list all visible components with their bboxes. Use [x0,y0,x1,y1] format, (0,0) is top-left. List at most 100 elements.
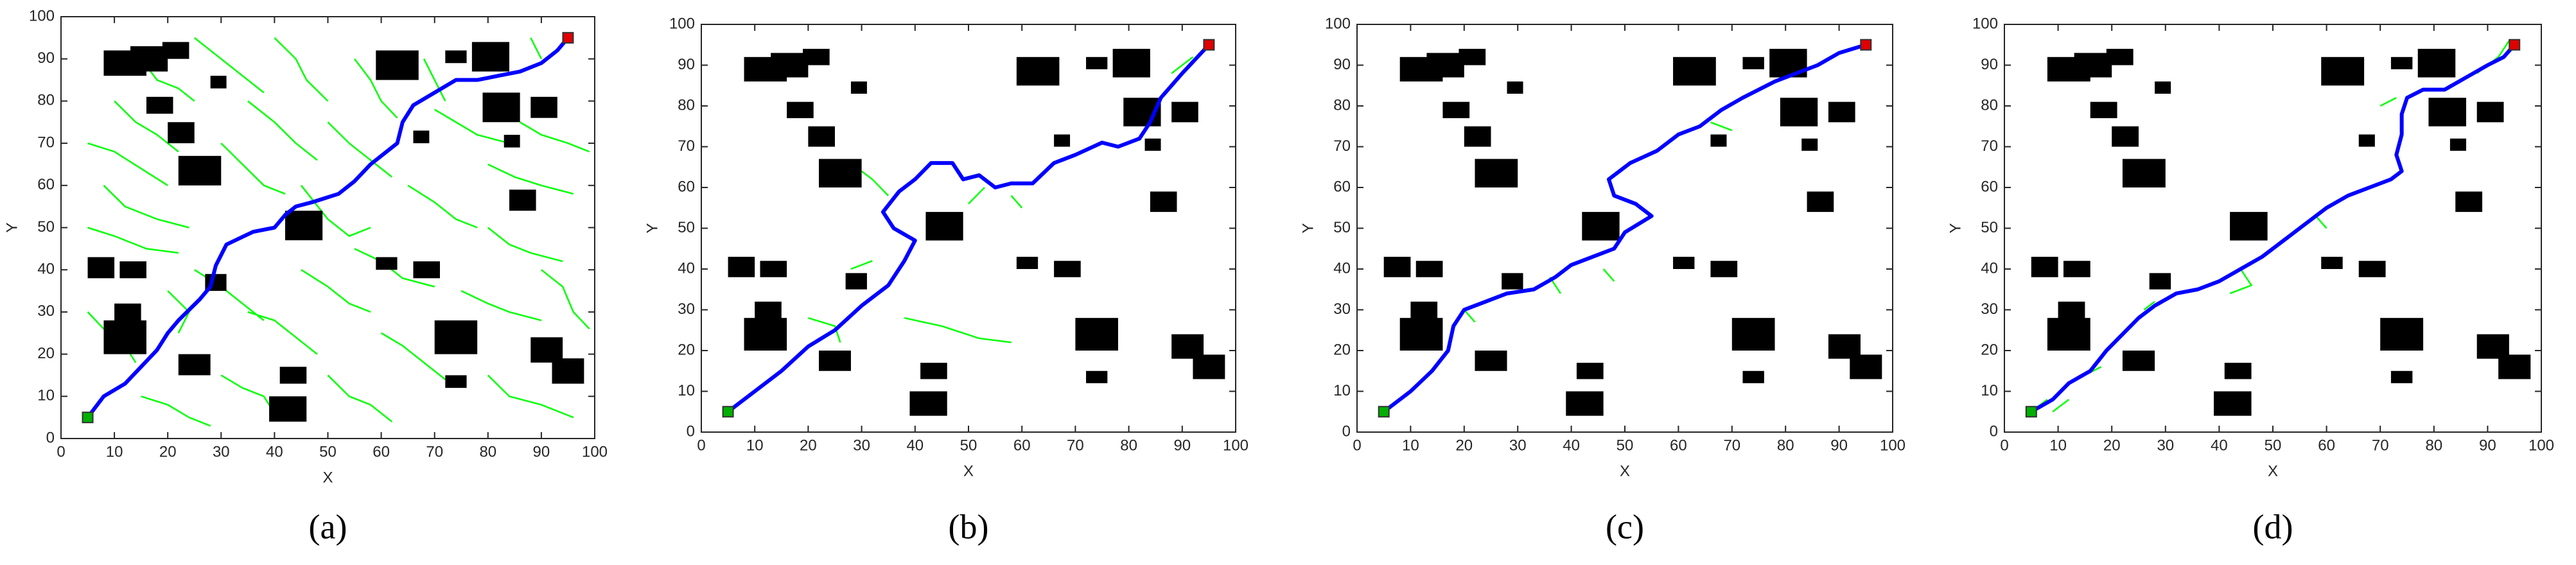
y-tick-label: 60 [37,176,55,193]
x-tick-label: 60 [372,443,390,460]
axes-box [60,16,595,439]
y-tick-label: 10 [1333,382,1351,399]
y-tick-label: 0 [1342,422,1351,440]
obstacle [504,134,520,148]
obstacle [285,211,323,241]
obstacle [1801,138,1818,151]
x-tick-label: 70 [2372,437,2389,454]
tree-branch [460,290,542,322]
y-tick-label: 60 [1981,178,1998,195]
start-marker [722,406,734,418]
obstacle [2358,261,2386,277]
y-tick-label: 80 [37,92,55,109]
y-tick-label: 90 [37,49,55,67]
x-tick-label: 60 [1670,437,1687,454]
x-axis-label: X [2268,462,2278,480]
obstacle [1054,261,1081,277]
y-tick-label: 80 [678,96,695,114]
y-tick-label: 40 [1333,259,1351,277]
obstacle [787,101,814,119]
obstacle [2321,56,2365,86]
axes-box [701,24,1236,433]
planned-path [726,43,1211,413]
obstacle [925,212,963,241]
obstacle [2106,49,2134,65]
obstacle [509,189,536,211]
tree-branch [2052,399,2070,413]
tree-branch [2229,268,2253,295]
caption: (a) [309,507,347,546]
obstacle [1054,134,1071,147]
obstacle [146,96,173,114]
obstacle [1150,191,1177,213]
y-tick-label: 70 [678,137,695,155]
obstacle [2214,391,2252,416]
x-tick-label: 100 [2528,437,2554,454]
tree-branch [520,121,590,153]
obstacle [269,396,307,422]
goal-marker [562,31,574,44]
obstacle [2417,49,2456,78]
obstacle [1673,56,1716,86]
x-tick-label: 0 [2000,437,2008,454]
x-tick-label: 20 [1455,437,1473,454]
obstacle [1016,56,1060,86]
obstacle [1582,212,1620,241]
obstacle [909,391,947,416]
tree-branch [968,187,985,205]
axes-box [1356,24,1893,433]
tree-branch [904,317,1012,343]
obstacle [1731,318,1775,351]
tree-branch [220,374,276,414]
obstacle [2149,273,2171,290]
caption: (c) [1606,507,1644,546]
x-tick-label: 80 [2425,437,2442,454]
x-tick-label: 100 [1880,437,1906,454]
y-tick-label: 20 [1981,341,1998,358]
start-marker [1378,406,1390,418]
planned-path [1382,42,1867,413]
x-tick-label: 100 [1223,437,1249,454]
obstacle [2390,370,2413,383]
y-tick-label: 20 [678,341,695,358]
y-tick-label: 100 [1325,15,1351,32]
tree-branch [87,227,179,254]
x-tick-label: 40 [1563,437,1580,454]
obstacle [819,351,851,371]
obstacle [1016,256,1038,269]
y-tick-label: 0 [687,422,695,440]
x-tick-label: 10 [2049,437,2067,454]
tree-branch [861,170,889,196]
obstacle [1383,256,1411,277]
y-tick-label: 50 [1333,219,1351,236]
obstacle [2047,318,2090,351]
obstacle [1780,98,1818,126]
tree-branch [487,163,574,195]
x-tick-label: 50 [960,437,977,454]
obstacle [2090,101,2117,119]
obstacle [1171,101,1198,123]
x-tick-label: 40 [266,443,283,460]
tree-branch [220,143,286,195]
y-tick-label: 0 [1990,422,1998,440]
tree-branch [354,248,435,288]
obstacle [1426,53,1464,78]
obstacle [760,261,787,277]
obstacle [2321,256,2343,269]
obstacle [1475,159,1518,187]
tree-branch [354,58,398,119]
obstacle [1399,318,1443,351]
obstacle [744,318,787,351]
y-tick-label: 30 [678,300,695,318]
goal-marker [2509,39,2521,51]
obstacle [808,126,835,147]
x-tick-label: 10 [1402,437,1419,454]
y-tick-label: 30 [1981,300,1998,318]
obstacle [178,354,211,376]
x-tick-label: 80 [1120,437,1137,454]
goal-marker [1860,39,1872,51]
obstacle [2224,363,2252,379]
tree-branch [407,184,478,229]
obstacle [771,53,809,78]
x-tick-label: 50 [319,443,337,460]
